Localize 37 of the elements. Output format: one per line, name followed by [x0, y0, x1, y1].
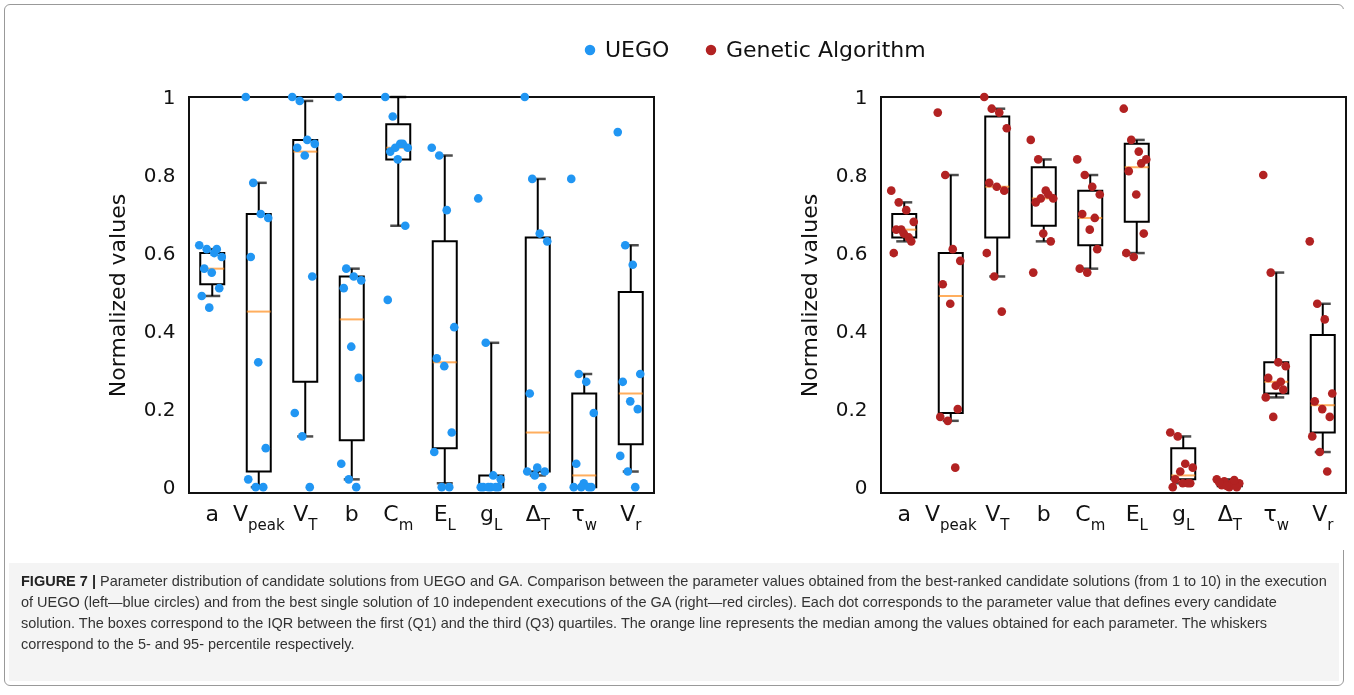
x-tick-label: a — [897, 500, 911, 526]
x-tick-label: a — [205, 500, 219, 526]
y-tick-label: 0.4 — [835, 318, 868, 343]
x-tick-label: b — [1036, 500, 1051, 526]
y-tick-label: 0.2 — [143, 396, 176, 421]
x-tick-label: V$_{T}$ — [293, 500, 319, 534]
x-tick-label: V$_{peak}$ — [924, 500, 977, 534]
legend-label: UEGO — [605, 37, 670, 62]
x-tick-label: V$_{peak}$ — [232, 500, 285, 534]
x-tick-label: V$_{r}$ — [1312, 500, 1335, 534]
x-tick-label: E$_{L}$ — [1125, 500, 1149, 534]
x-tick-label: Δ$_{T}$ — [525, 500, 551, 534]
y-tick-label: 0.2 — [835, 396, 868, 421]
x-tick-label: g$_{L}$ — [480, 500, 504, 534]
y-tick-label: 0.8 — [143, 162, 176, 187]
y-tick-label: 0 — [162, 474, 176, 499]
x-tick-label: b — [344, 500, 359, 526]
x-tick-label: C$_{m}$ — [383, 500, 414, 534]
x-tick-label: V$_{r}$ — [620, 500, 643, 534]
y-tick-label: 1 — [854, 84, 868, 109]
x-tick-label: V$_{T}$ — [985, 500, 1011, 534]
y-tick-label: 0.8 — [835, 162, 868, 187]
y-tick-label: 0.6 — [835, 240, 868, 265]
x-tick-label: g$_{L}$ — [1172, 500, 1196, 534]
caption: FIGURE 7 | Parameter distribution of candidate solutions from UEGO and GA. Comparison between the parameter values obtained from the best-ranked candidate solutions (from 1 to 10) in the execution of UEGO (left—blue circles) and from the best single solution of 10 independent executions of the GA (right—red circles). Each dot corresponds to the parameter value that defines every candidate solution. The boxes correspond to the IQR between the first (Q1) and the third (Q3) quartiles. The orange line represents the median among the values obtained for each parameter. The whiskers correspond to the 5- and 95- percentile respectively. — [21, 572, 1327, 654]
y-tick-label: 0 — [854, 474, 868, 499]
y-axis-title: Normalized values — [796, 193, 822, 398]
x-tick-label: τ$_{w}$ — [1263, 500, 1290, 534]
x-tick-label: E$_{L}$ — [433, 500, 457, 534]
y-axis-title: Normalized values — [104, 193, 130, 398]
x-tick-label: C$_{m}$ — [1075, 500, 1106, 534]
x-tick-label: τ$_{w}$ — [571, 500, 598, 534]
y-tick-label: 0.4 — [143, 318, 176, 343]
legend-label: Genetic Algorithm — [726, 37, 926, 62]
y-tick-label: 0.6 — [143, 240, 176, 265]
x-tick-label: Δ$_{T}$ — [1217, 500, 1243, 534]
y-tick-label: 1 — [162, 84, 176, 109]
